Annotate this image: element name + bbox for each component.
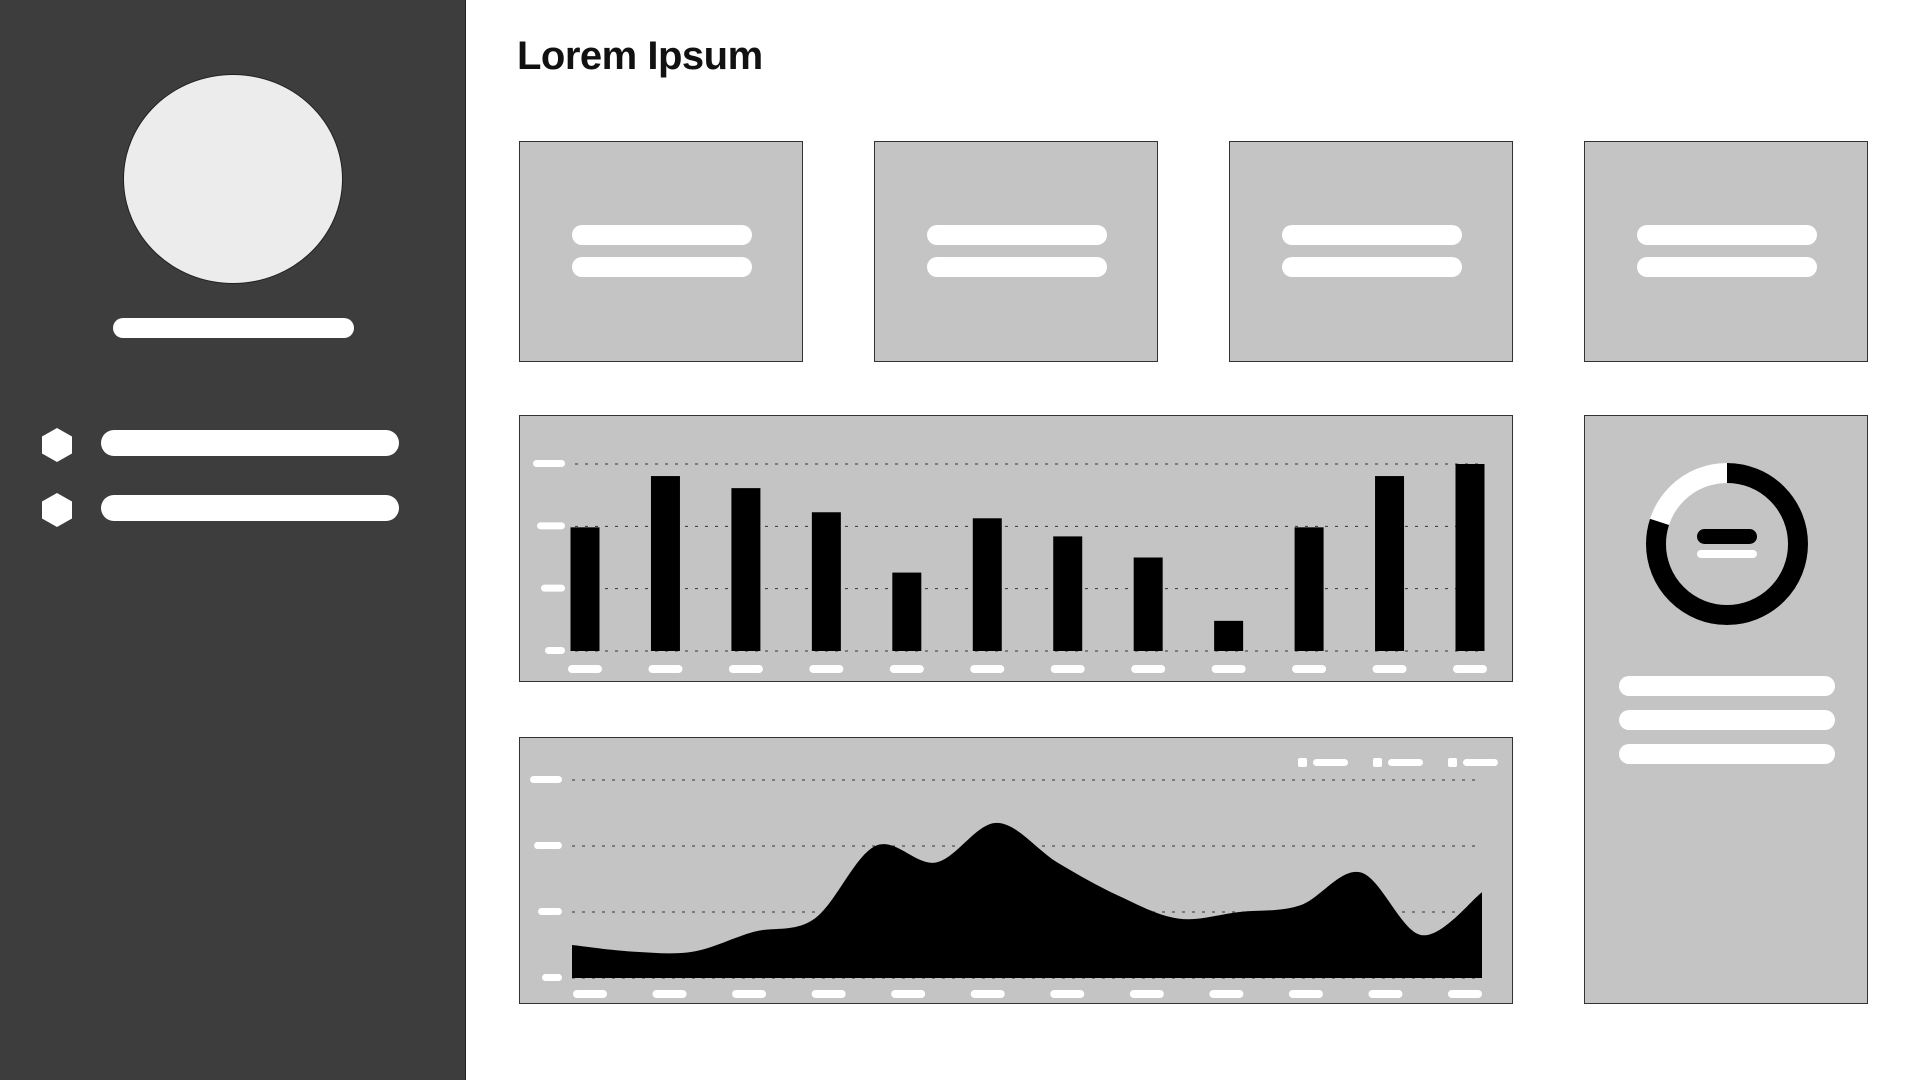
stat-card-line	[927, 225, 1107, 245]
stat-card-3[interactable]	[1229, 141, 1513, 362]
legend-swatch	[1448, 758, 1457, 767]
x-tick-label	[1372, 665, 1407, 673]
legend-label	[1463, 759, 1498, 766]
x-tick-label	[891, 990, 926, 998]
avatar[interactable]	[123, 74, 343, 284]
bar[interactable]	[811, 512, 841, 651]
x-tick-label	[1050, 665, 1085, 673]
stat-card-2[interactable]	[874, 141, 1158, 362]
stat-card-line	[1637, 225, 1817, 245]
y-tick-label	[542, 974, 562, 981]
sidebar-item-1[interactable]	[101, 430, 399, 456]
x-tick-label	[1050, 990, 1085, 998]
y-tick-label	[533, 460, 565, 467]
legend-swatch	[1373, 758, 1382, 767]
donut-label-placeholder	[1697, 550, 1757, 558]
sidebar	[0, 0, 466, 1080]
x-tick-label	[1211, 665, 1246, 673]
area-chart	[530, 758, 1498, 998]
legend-swatch	[1298, 758, 1307, 767]
donut-card	[1584, 415, 1868, 1004]
x-tick-label	[809, 665, 844, 673]
bar[interactable]	[892, 572, 922, 651]
bar[interactable]	[1455, 464, 1485, 651]
x-tick-label	[970, 990, 1005, 998]
bar[interactable]	[1375, 476, 1405, 651]
x-tick-label	[1129, 990, 1164, 998]
bar-chart-card	[519, 415, 1513, 682]
x-tick-label	[811, 990, 846, 998]
x-tick-label	[1448, 990, 1482, 998]
user-name-placeholder	[113, 318, 354, 338]
hexagon-icon	[42, 493, 72, 527]
bar[interactable]	[972, 518, 1002, 651]
x-tick-label	[732, 990, 767, 998]
stat-card-1[interactable]	[519, 141, 803, 362]
sidebar-item-2[interactable]	[101, 495, 399, 521]
y-tick-label	[538, 908, 562, 915]
x-tick-label	[1453, 665, 1487, 673]
x-tick-label	[1288, 990, 1323, 998]
donut-card-line	[1619, 676, 1835, 696]
x-tick-label	[970, 665, 1005, 673]
area-chart-card	[519, 737, 1513, 1004]
donut-chart	[1646, 463, 1808, 625]
bar[interactable]	[1053, 536, 1083, 651]
bar[interactable]	[1294, 527, 1324, 651]
page-title: Lorem Ipsum	[517, 34, 763, 78]
y-tick-label	[537, 522, 565, 530]
x-tick-label	[1292, 665, 1327, 673]
x-tick-label	[1368, 990, 1403, 998]
y-tick-label	[534, 842, 562, 849]
bar[interactable]	[650, 476, 680, 651]
donut-card-line	[1619, 744, 1835, 764]
stat-card-line	[572, 225, 752, 245]
x-tick-label	[573, 990, 607, 998]
x-tick-label	[652, 990, 687, 998]
y-tick-label	[545, 647, 565, 654]
x-tick-label	[728, 665, 763, 673]
x-tick-label	[1209, 990, 1244, 998]
bar[interactable]	[1133, 557, 1163, 652]
y-tick-label	[541, 584, 565, 592]
donut-value-placeholder	[1697, 529, 1757, 544]
stat-card-line	[1637, 257, 1817, 277]
stat-card-4[interactable]	[1584, 141, 1868, 362]
donut-segment[interactable]	[1646, 463, 1808, 625]
stat-card-line	[572, 257, 752, 277]
bar[interactable]	[570, 527, 600, 651]
x-tick-label	[568, 665, 602, 673]
legend-label	[1313, 759, 1348, 766]
stat-card-line	[1282, 225, 1462, 245]
x-tick-label	[1131, 665, 1166, 673]
stat-card-line	[927, 257, 1107, 277]
hexagon-icon	[42, 428, 72, 462]
legend-label	[1388, 759, 1423, 766]
x-tick-label	[889, 665, 924, 673]
bar[interactable]	[1214, 620, 1244, 651]
area-series[interactable]	[572, 822, 1482, 978]
bar-chart	[533, 460, 1487, 673]
stat-card-line	[1282, 257, 1462, 277]
y-tick-label	[530, 776, 562, 783]
donut-card-line	[1619, 710, 1835, 730]
bar[interactable]	[731, 488, 761, 651]
x-tick-label	[648, 665, 683, 673]
